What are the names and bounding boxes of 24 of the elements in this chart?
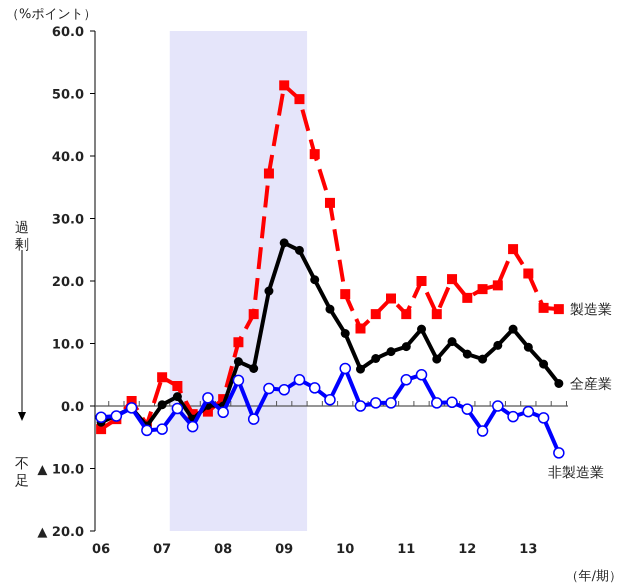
series-label: 非製造業 [548,464,604,481]
text: 不足 [15,456,29,489]
text: 過剰 [15,220,29,253]
x-tick-label: 13 [519,542,538,557]
y-tick-label: 10.0 [52,338,84,352]
series-label: 製造業 [570,302,612,318]
y-tick-label: 20.0 [52,275,84,290]
y-tick-label: 50.0 [52,88,84,102]
x-tick-label: 11 [397,542,416,557]
x-axis-title: （年/期） [566,569,622,584]
y-tick-label: 60.0 [52,25,84,40]
x-tick-label: 09 [275,542,294,557]
y-tick-label: ▲ 10.0 [37,462,84,478]
y-axis-title: （%ポイント） [6,7,96,22]
x-tick-label: 10 [336,542,354,557]
y-tick-label: 40.0 [52,150,84,165]
series-label: 全産業 [570,376,612,392]
x-tick-label: 06 [92,542,110,557]
x-tick-label: 07 [153,542,172,557]
y-tick-label: 30.0 [52,212,84,228]
x-tick-label: 12 [458,542,476,557]
y-tick-label: 0.0 [60,400,84,415]
y-tick-label: ▲ 20.0 [37,525,84,540]
x-tick-label: 08 [214,542,232,557]
